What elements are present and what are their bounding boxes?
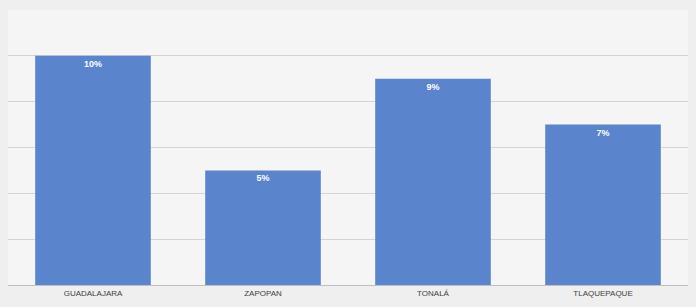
svg-text:9%: 9% [426,82,439,92]
svg-text:7%: 7% [596,128,609,138]
svg-text:TLAQUEPAQUE: TLAQUEPAQUE [573,289,632,298]
svg-text:10%: 10% [84,59,102,69]
svg-text:GUADALAJARA: GUADALAJARA [64,289,123,298]
svg-text:TONALÁ: TONALÁ [417,289,450,298]
svg-text:5%: 5% [256,173,269,183]
svg-text:ZAPOPAN: ZAPOPAN [244,289,282,298]
